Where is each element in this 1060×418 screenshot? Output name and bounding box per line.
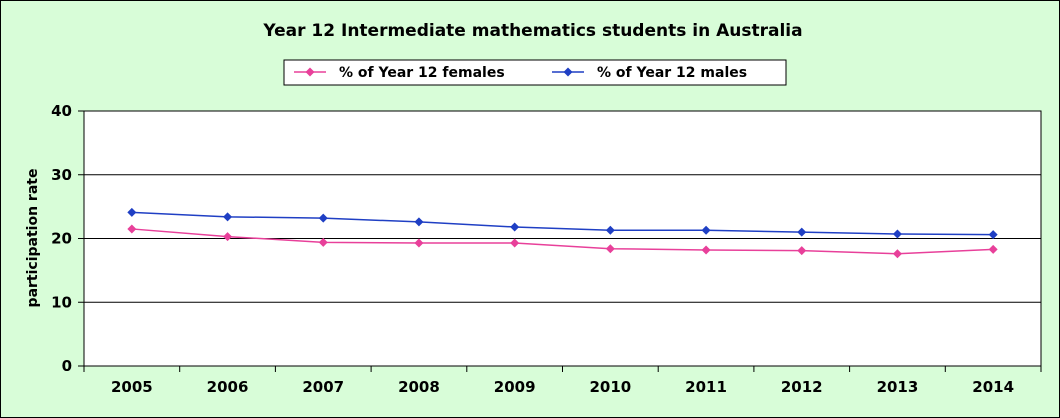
data-point-0-2005 xyxy=(127,224,137,234)
legend-box xyxy=(283,59,787,86)
legend-label-0: % of Year 12 females xyxy=(339,65,505,81)
data-point-0-2012 xyxy=(797,246,807,256)
series-line-0 xyxy=(131,228,994,255)
data-point-1-2010 xyxy=(605,225,615,235)
data-point-0-2006 xyxy=(223,232,233,242)
data-point-0-2007 xyxy=(318,237,328,247)
data-point-1-2014 xyxy=(988,230,998,240)
data-point-1-2009 xyxy=(510,222,520,232)
data-point-0-2009 xyxy=(510,238,520,248)
y-tick-label-40: 40 xyxy=(51,102,72,120)
x-tick-label-2009: 2009 xyxy=(494,378,536,396)
x-tick-label-2012: 2012 xyxy=(781,378,823,396)
legend: % of Year 12 females % of Year 12 males xyxy=(283,59,787,86)
x-tick-label-2010: 2010 xyxy=(589,378,631,396)
x-tick-label-2011: 2011 xyxy=(685,378,727,396)
y-axis-label: participation rate xyxy=(25,169,41,308)
x-tick-label-2013: 2013 xyxy=(877,378,919,396)
data-point-0-2010 xyxy=(605,244,615,254)
x-tick-label-2014: 2014 xyxy=(972,378,1014,396)
y-tick-label-10: 10 xyxy=(51,293,72,311)
y-tick-label-20: 20 xyxy=(51,230,72,248)
y-tick-label-0: 0 xyxy=(62,357,72,375)
legend-marker-0 xyxy=(305,67,315,77)
data-point-1-2008 xyxy=(414,217,424,227)
data-point-0-2011 xyxy=(701,245,711,255)
x-tick-label-2008: 2008 xyxy=(398,378,440,396)
legend-label-1: % of Year 12 males xyxy=(597,65,747,81)
data-point-1-2013 xyxy=(892,229,902,239)
data-point-1-2012 xyxy=(797,227,807,237)
data-point-1-2006 xyxy=(223,212,233,222)
series-0 xyxy=(127,224,998,259)
y-tick-label-30: 30 xyxy=(51,166,72,184)
x-tick-label-2007: 2007 xyxy=(302,378,344,396)
series-line-1 xyxy=(131,211,994,236)
data-point-0-2013 xyxy=(892,249,902,259)
data-point-1-2007 xyxy=(318,213,328,223)
data-point-0-2014 xyxy=(988,244,998,254)
legend-marker-1 xyxy=(563,67,573,77)
x-tick-label-2006: 2006 xyxy=(207,378,249,396)
chart-title: Year 12 Intermediate mathematics student… xyxy=(262,21,802,41)
data-point-1-2011 xyxy=(701,225,711,235)
data-point-1-2005 xyxy=(127,207,137,217)
x-tick-label-2005: 2005 xyxy=(111,378,153,396)
series-1 xyxy=(127,207,998,240)
data-point-0-2008 xyxy=(414,238,424,248)
